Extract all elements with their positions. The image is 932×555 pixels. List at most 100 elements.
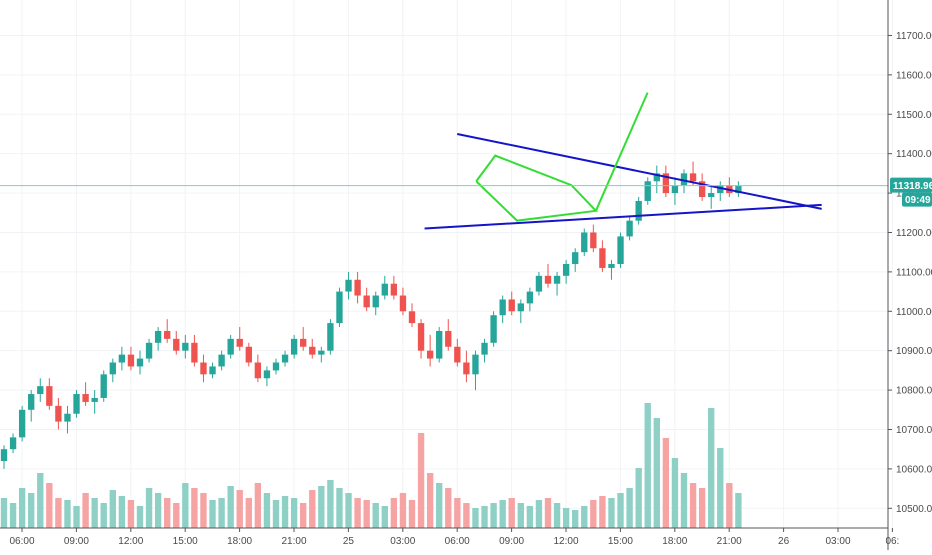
candle	[345, 271, 352, 300]
candle	[726, 177, 733, 198]
candle-body	[309, 346, 316, 355]
price-tick-label: 11700.00	[896, 31, 932, 42]
candle	[708, 185, 715, 209]
candle-body	[191, 342, 198, 363]
candle-body	[100, 374, 107, 398]
candle	[381, 275, 388, 300]
grid	[0, 0, 893, 528]
candle-body	[227, 338, 234, 355]
candle-body	[327, 323, 334, 351]
candle	[354, 271, 361, 304]
countdown-label: 09:49	[905, 195, 931, 206]
candle	[300, 327, 307, 351]
price-tick-label: 11000.00	[896, 307, 932, 318]
candle	[327, 319, 334, 355]
candle-body	[372, 295, 379, 308]
price-tick-label: 10800.00	[896, 386, 932, 397]
volume-bar	[28, 493, 35, 528]
volume-bar	[372, 503, 379, 528]
candle-body	[562, 264, 570, 276]
candle-body	[28, 394, 35, 410]
volume-bar	[490, 503, 497, 528]
candle	[572, 248, 579, 272]
candle-body	[499, 299, 506, 316]
volume-bar	[426, 473, 434, 528]
volume-bar	[472, 508, 479, 528]
volume-bar	[309, 490, 316, 528]
volume-bar	[481, 506, 488, 528]
time-tick-label: 12:00	[553, 536, 578, 547]
candle-body	[680, 173, 688, 186]
price-tick-label: 11600.00	[896, 70, 932, 81]
volume-bar	[608, 498, 615, 528]
price-axis[interactable]: 10500.00 10600.00 10700.00 10800.00 10900.00…	[887, 0, 932, 550]
volume-bar	[390, 498, 398, 528]
candle	[272, 358, 280, 375]
drawing-overlays	[424, 92, 822, 230]
trend-line-1[interactable]	[424, 203, 822, 230]
candle	[517, 299, 524, 324]
volume-bar	[572, 510, 579, 528]
volume-bar	[82, 493, 89, 528]
time-tick-label: 25	[343, 536, 355, 547]
candle	[599, 240, 606, 272]
candle-body	[118, 354, 126, 363]
volume-bar	[164, 498, 171, 528]
volume-bar	[263, 493, 271, 528]
candle	[445, 319, 452, 351]
candle	[236, 327, 243, 351]
volume-bar	[581, 506, 588, 528]
candle-body	[653, 173, 660, 182]
volume-bar	[290, 498, 298, 528]
candle	[191, 334, 198, 367]
candle-body	[82, 394, 89, 402]
trend-line-0[interactable]	[456, 132, 822, 210]
candle	[363, 287, 370, 312]
candle-body	[581, 232, 588, 253]
volume-bar	[154, 493, 162, 528]
candle-body	[18, 409, 26, 438]
time-tick-label: 26	[778, 536, 790, 547]
volume-bar	[526, 506, 534, 528]
volume-bar	[318, 486, 325, 528]
candle-body	[508, 299, 515, 312]
volume-bar	[417, 433, 425, 528]
candle	[490, 311, 497, 347]
price-tick-label: 10500.00	[896, 504, 932, 515]
time-axis[interactable]: 06:00 09:00 12:00 15:00 18:00 21:00 25 03:00 06:…	[0, 527, 899, 547]
volume-bar	[553, 503, 561, 528]
volume-bar	[653, 418, 660, 528]
candle-body	[689, 173, 697, 182]
candle	[309, 338, 316, 359]
trend-line-2[interactable]	[475, 154, 599, 222]
countdown-badge-bg	[902, 192, 932, 207]
candle	[390, 275, 398, 300]
volume-bar	[363, 500, 370, 528]
candle	[28, 390, 35, 422]
volume-bar	[200, 493, 207, 528]
trend-line-3[interactable]	[595, 92, 649, 212]
candle-body	[481, 342, 488, 355]
candle	[100, 370, 107, 402]
candle-body	[318, 350, 325, 355]
time-tick-label: 15:00	[608, 536, 633, 547]
candle-body	[608, 264, 615, 268]
candle	[209, 362, 216, 379]
volume-bar	[336, 488, 343, 528]
volume-bar	[173, 503, 180, 528]
price-tick-label: 11200.00	[896, 228, 932, 239]
time-tick-label: 21:00	[717, 536, 742, 547]
candles	[0, 161, 742, 469]
candle-body	[109, 362, 116, 375]
candle-body	[254, 362, 262, 379]
time-tick-label: 03:00	[825, 536, 850, 547]
candle	[617, 232, 624, 268]
candle-body	[436, 330, 443, 359]
candle	[55, 397, 62, 430]
candle-body	[572, 252, 579, 264]
candle	[318, 346, 325, 363]
candle-body	[472, 354, 479, 375]
candle	[46, 378, 53, 410]
